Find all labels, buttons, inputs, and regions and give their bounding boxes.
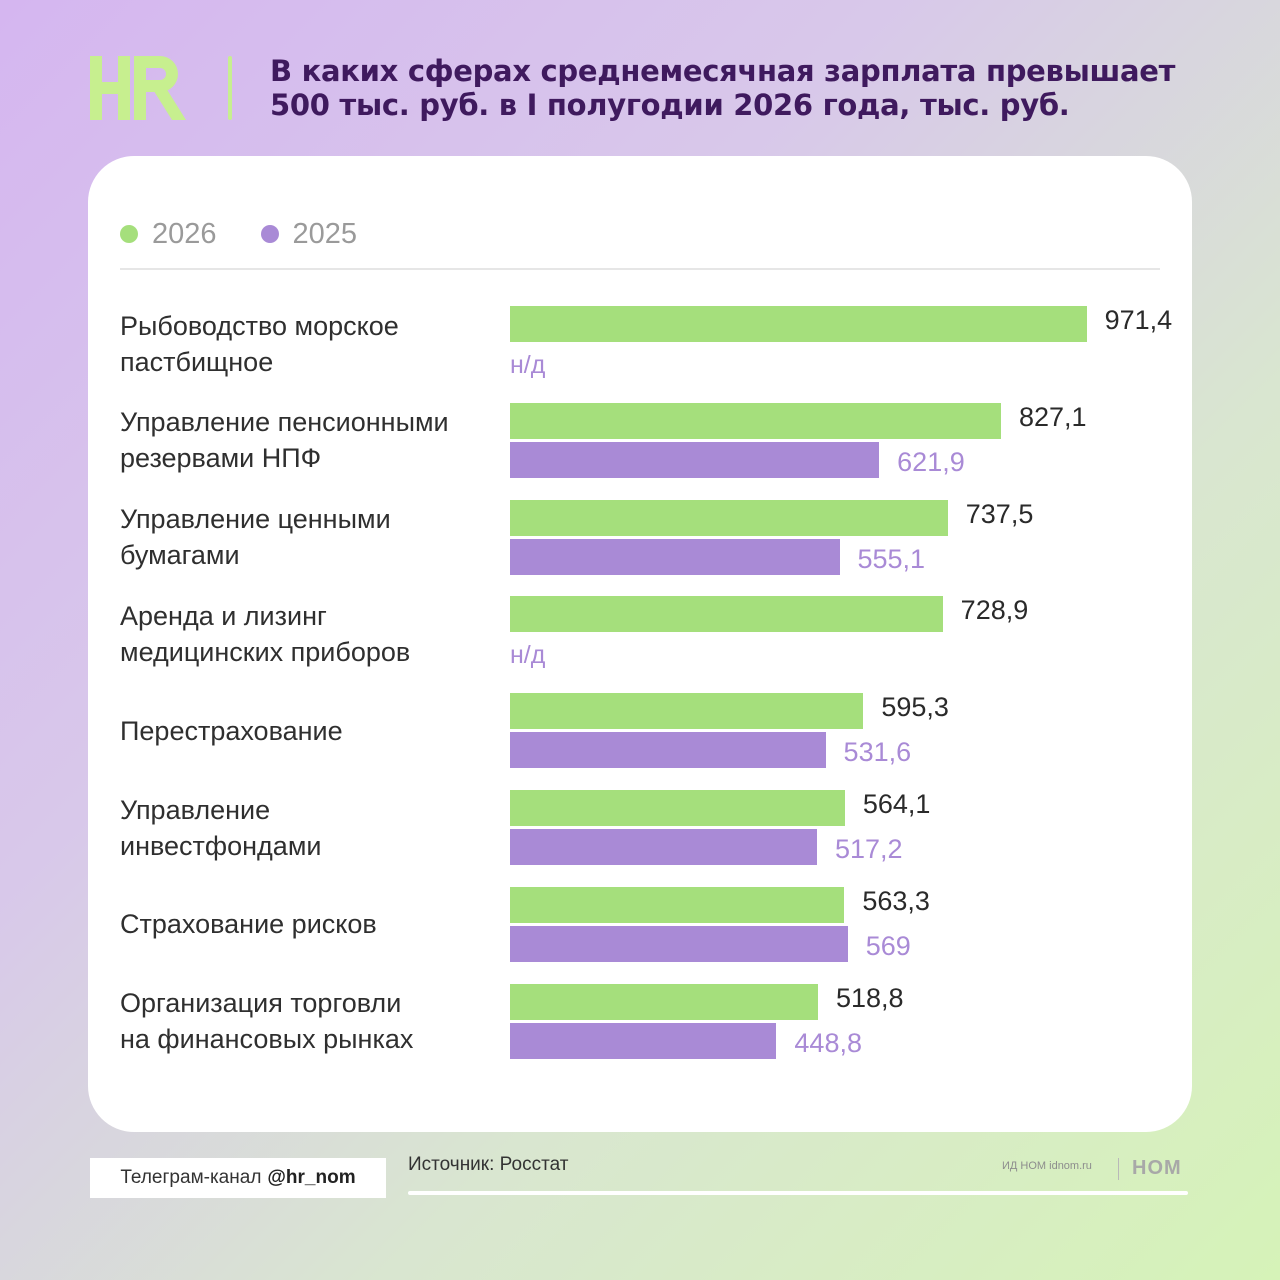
no-data-label-2025: н/д [510,351,546,379]
value-label-2026: 827,1 [1018,401,1087,432]
source-note: Источник: Росстат [408,1154,569,1175]
value-label-2026: 728,9 [960,595,1029,626]
category-label: Управление ценными бумагами [120,501,500,573]
value-label-2026: 595,3 [881,692,949,723]
telegram-channel-badge[interactable]: Телеграм-канал @hr_nom [90,1158,386,1198]
legend-label-2025: 2025 [292,217,358,250]
category-label-line: Управление ценными [120,504,391,535]
bar-2026 [510,596,943,633]
bar-2026 [510,306,1087,342]
value-label-2025: 621,9 [897,446,965,477]
category-label-line: Перестрахование [120,715,343,746]
footer-divider [408,1191,1188,1195]
value-label-2025: 531,6 [843,737,912,768]
category-label-line: Страхование рисков [120,909,377,940]
chart-title: В каких сферах среднемесячная зарплата п… [270,54,1176,122]
category-label-line: на финансовых рынках [120,1024,414,1055]
legend-label-2026: 2026 [152,217,217,250]
value-label-2026: 518,8 [835,982,904,1013]
bar-2026 [510,499,948,536]
category-label-line: Организация торговли [120,988,402,1019]
legend-dot-2026 [120,225,138,243]
category-label: Аренда и лизинг медицинских приборов [120,598,500,670]
category-label-line: медицинских приборов [120,636,411,667]
bar-2025 [510,829,817,865]
category-label: Организация торговли на финансовых рынках [120,985,500,1057]
bar-2025 [510,538,840,575]
bar-2025 [510,732,826,769]
bar-2025 [510,925,848,962]
category-label-line: резервами НПФ [120,443,322,474]
category-label-line: Аренда и лизинг [120,600,327,631]
value-label-2026: 971,4 [1104,305,1173,335]
value-label-2025: 517,2 [835,834,903,864]
bar-2025 [510,441,880,478]
value-label-2025: 448,8 [794,1027,862,1058]
telegram-handle: @hr_nom [267,1167,356,1188]
category-label: Перестрахование [120,713,500,749]
category-label: Управление инвестфондами [120,792,500,864]
chart-card: 2026 2025 Рыбоводство морское пастбищное 9… [88,156,1192,1132]
legend-item-2026: 2026 [120,218,217,251]
category-label: Страхование рисков [120,906,500,942]
value-label-2025: 569 [865,930,911,961]
publisher-logo: НОМ [1132,1157,1182,1179]
category-label-line: Рыбоводство морское [120,310,399,341]
no-data-label-2025: н/д [510,641,546,670]
value-label-2025: 555,1 [857,543,926,574]
category-label-line: Управление пенсионными [120,407,449,438]
category-label-line: Управление [120,794,271,825]
value-label-2026: 737,5 [965,498,1034,529]
bar-2025 [510,1022,777,1059]
bar-2026 [510,886,845,923]
hr-logo [90,56,186,120]
category-label-line: инвестфондами [120,830,322,861]
value-label-2026: 563,3 [862,885,930,916]
legend-dot-2025 [260,225,279,243]
category-label-line: бумагами [120,540,240,571]
bar-2026 [510,402,1001,439]
legend-item-2025: 2025 [260,217,358,251]
logo-divider [228,56,232,120]
bar-2026 [510,983,818,1020]
telegram-prefix: Телеграм-канал [120,1167,262,1188]
publisher-separator [1118,1158,1119,1180]
legend: 2026 2025 [120,214,357,254]
category-label: Рыбоводство морское пастбищное [120,308,500,380]
bar-2026 [510,790,845,826]
legend-divider [120,268,1160,270]
category-label: Управление пенсионными резервами НПФ [120,404,500,476]
category-label-line: пастбищное [120,346,274,377]
publisher-text: ИД НОМ idnom.ru [1002,1160,1092,1172]
bar-2026 [510,693,864,730]
value-label-2026: 564,1 [862,789,931,819]
